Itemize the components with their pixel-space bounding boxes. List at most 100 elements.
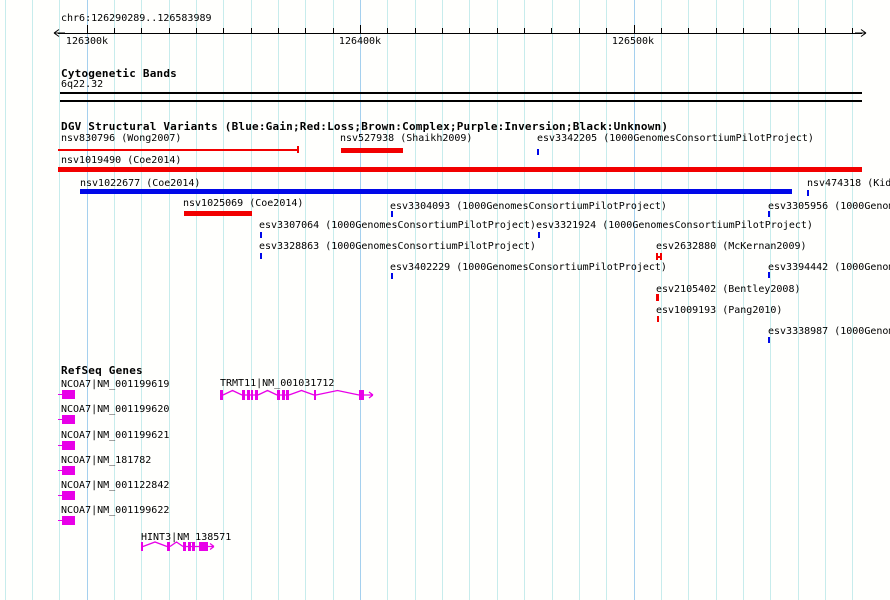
- gene-label-NCOA7-NM_001199622[interactable]: NCOA7|NM_001199622: [61, 505, 170, 516]
- variant-label-nsv527938[interactable]: nsv527938 (Shaikh2009): [340, 133, 473, 144]
- variant-glyph-esv2105402[interactable]: [656, 294, 659, 301]
- variant-label-esv3394442[interactable]: esv3394442 (1000Genom: [768, 262, 890, 273]
- ruler-minor-tick: [770, 28, 772, 33]
- gene-glyph-NCOA7-NM_001122842[interactable]: [58, 491, 75, 500]
- gene-glyph-TRMT11-NM_001031712[interactable]: [218, 388, 377, 404]
- grid-line: [168, 0, 170, 600]
- grid-line-major: [86, 0, 88, 600]
- ruler-major-tick: [360, 25, 362, 33]
- variant-glyph-esv3402229[interactable]: [391, 273, 393, 279]
- gene-label-TRMT11-NM_001031712[interactable]: TRMT11|NM_001031712: [220, 378, 335, 389]
- grid-line-major: [633, 0, 635, 600]
- variant-label-esv3305956[interactable]: esv3305956 (1000Genom: [768, 201, 890, 212]
- grid-line: [59, 0, 61, 600]
- variant-label-esv3402229[interactable]: esv3402229 (1000GenomesConsortiumPilotPr…: [390, 262, 667, 273]
- variant-label-nsv1022677[interactable]: nsv1022677 (Coe2014): [80, 178, 201, 189]
- variant-glyph-esv3328863[interactable]: [260, 253, 262, 259]
- grid-line-major: [360, 0, 362, 600]
- grid-line: [715, 0, 717, 600]
- gene-glyph-HINT3-NM_138571[interactable]: [139, 540, 218, 555]
- variant-label-esv1009193[interactable]: esv1009193 (Pang2010): [656, 305, 783, 316]
- variant-glyph-nsv474318[interactable]: [807, 190, 809, 196]
- variant-glyph-esv3342205[interactable]: [537, 149, 539, 155]
- ruler-right-arrow-icon: [855, 29, 867, 37]
- variant-line: [58, 149, 299, 151]
- variant-glyph-esv3338987[interactable]: [768, 337, 770, 343]
- variant-glyph-esv2632880[interactable]: [656, 253, 662, 260]
- grid-line: [824, 0, 826, 600]
- gene-glyph-NCOA7-NM_001199619[interactable]: [58, 390, 75, 399]
- variant-label-esv3307064[interactable]: esv3307064 (1000GenomesConsortiumPilotPr…: [259, 220, 536, 231]
- ruler-minor-tick: [414, 28, 416, 33]
- gene-label-NCOA7-NM_181782[interactable]: NCOA7|NM_181782: [61, 455, 152, 466]
- gene-glyph-NCOA7-NM_001199620[interactable]: [58, 415, 75, 424]
- gene-clip-line: [58, 519, 63, 521]
- ruler-minor-tick: [469, 28, 471, 33]
- gene-exon: [62, 466, 75, 475]
- gene-label-NCOA7-NM_001199621[interactable]: NCOA7|NM_001199621: [61, 430, 170, 441]
- variant-label-esv2105402[interactable]: esv2105402 (Bentley2008): [656, 284, 801, 295]
- variant-glyph-esv3321924[interactable]: [538, 232, 540, 238]
- cytoband-name-label: 6q22.32: [61, 79, 104, 90]
- gene-label-NCOA7-NM_001199619[interactable]: NCOA7|NM_001199619: [61, 379, 170, 390]
- variant-label-nsv830796[interactable]: nsv830796 (Wong2007): [61, 133, 182, 144]
- ruler-minor-tick: [442, 28, 444, 33]
- variant-label-esv3328863[interactable]: esv3328863 (1000GenomesConsortiumPilotPr…: [259, 241, 536, 252]
- gene-clip-line: [58, 469, 63, 471]
- gene-exon: [255, 390, 258, 400]
- variant-label-esv3342205[interactable]: esv3342205 (1000GenomesConsortiumPilotPr…: [537, 133, 814, 144]
- variant-glyph-nsv527938[interactable]: [341, 148, 403, 153]
- ruler-minor-tick: [852, 28, 854, 33]
- grid-line: [250, 0, 252, 600]
- variant-label-esv2632880[interactable]: esv2632880 (McKernan2009): [656, 241, 807, 252]
- variant-glyph-esv3304093[interactable]: [391, 211, 393, 217]
- ruler-major-tick: [633, 25, 635, 33]
- grid-line: [606, 0, 608, 600]
- gene-label-NCOA7-NM_001199620[interactable]: NCOA7|NM_001199620: [61, 404, 170, 415]
- gene-label-NCOA7-NM_001122842[interactable]: NCOA7|NM_001122842: [61, 480, 170, 491]
- variant-glyph-nsv1019490[interactable]: [58, 167, 862, 172]
- grid-line: [852, 0, 854, 600]
- ruler-minor-tick: [715, 28, 717, 33]
- grid-line: [469, 0, 471, 600]
- ruler-minor-tick: [168, 28, 170, 33]
- variant-label-nsv1025069[interactable]: nsv1025069 (Coe2014): [183, 198, 304, 209]
- gene-exon: [282, 390, 285, 400]
- gene-glyph-NCOA7-NM_001199621[interactable]: [58, 441, 75, 450]
- ruler-minor-tick: [196, 28, 198, 33]
- variant-label-nsv474318[interactable]: nsv474318 (Kid: [807, 178, 890, 189]
- cytoband-track-title: Cytogenetic Bands: [61, 67, 177, 80]
- variant-glyph-esv1009193[interactable]: [657, 316, 659, 322]
- variant-glyph-esv3307064[interactable]: [260, 232, 262, 238]
- grid-line: [4, 0, 6, 600]
- ruler-minor-tick: [387, 28, 389, 33]
- variant-label-esv3304093[interactable]: esv3304093 (1000GenomesConsortiumPilotPr…: [390, 201, 667, 212]
- grid-line: [770, 0, 772, 600]
- grid-line: [305, 0, 307, 600]
- variant-glyph-nsv830796[interactable]: [58, 146, 299, 153]
- gene-glyph-NCOA7-NM_181782[interactable]: [58, 466, 75, 475]
- gene-glyph-NCOA7-NM_001199622[interactable]: [58, 516, 75, 525]
- ruler-minor-tick: [551, 28, 553, 33]
- grid-line: [742, 0, 744, 600]
- variant-glyph-nsv1022677[interactable]: [80, 189, 792, 194]
- variant-glyph-nsv1025069[interactable]: [184, 211, 252, 216]
- gene-label-HINT3-NM_138571[interactable]: HINT3|NM_138571: [141, 532, 232, 543]
- bracket-mid: [658, 255, 660, 258]
- cytoband-bar-bottom-edge: [60, 100, 862, 102]
- grid-line: [196, 0, 198, 600]
- ruler-major-tick: [86, 25, 88, 33]
- variant-label-esv3321924[interactable]: esv3321924 (1000GenomesConsortiumPilotPr…: [536, 220, 813, 231]
- gene-exon: [62, 491, 75, 500]
- variant-glyph-esv3305956[interactable]: [768, 211, 770, 217]
- variant-label-nsv1019490[interactable]: nsv1019490 (Coe2014): [61, 155, 182, 166]
- variant-glyph-esv3394442[interactable]: [768, 272, 770, 278]
- ruler-minor-tick: [742, 28, 744, 33]
- gene-exon: [192, 542, 195, 551]
- variant-label-esv3338987[interactable]: esv3338987 (1000Genom: [768, 326, 890, 337]
- ruler-minor-tick: [141, 28, 143, 33]
- ruler-tick-label: 126300k: [65, 36, 109, 47]
- ruler-line: [58, 33, 862, 34]
